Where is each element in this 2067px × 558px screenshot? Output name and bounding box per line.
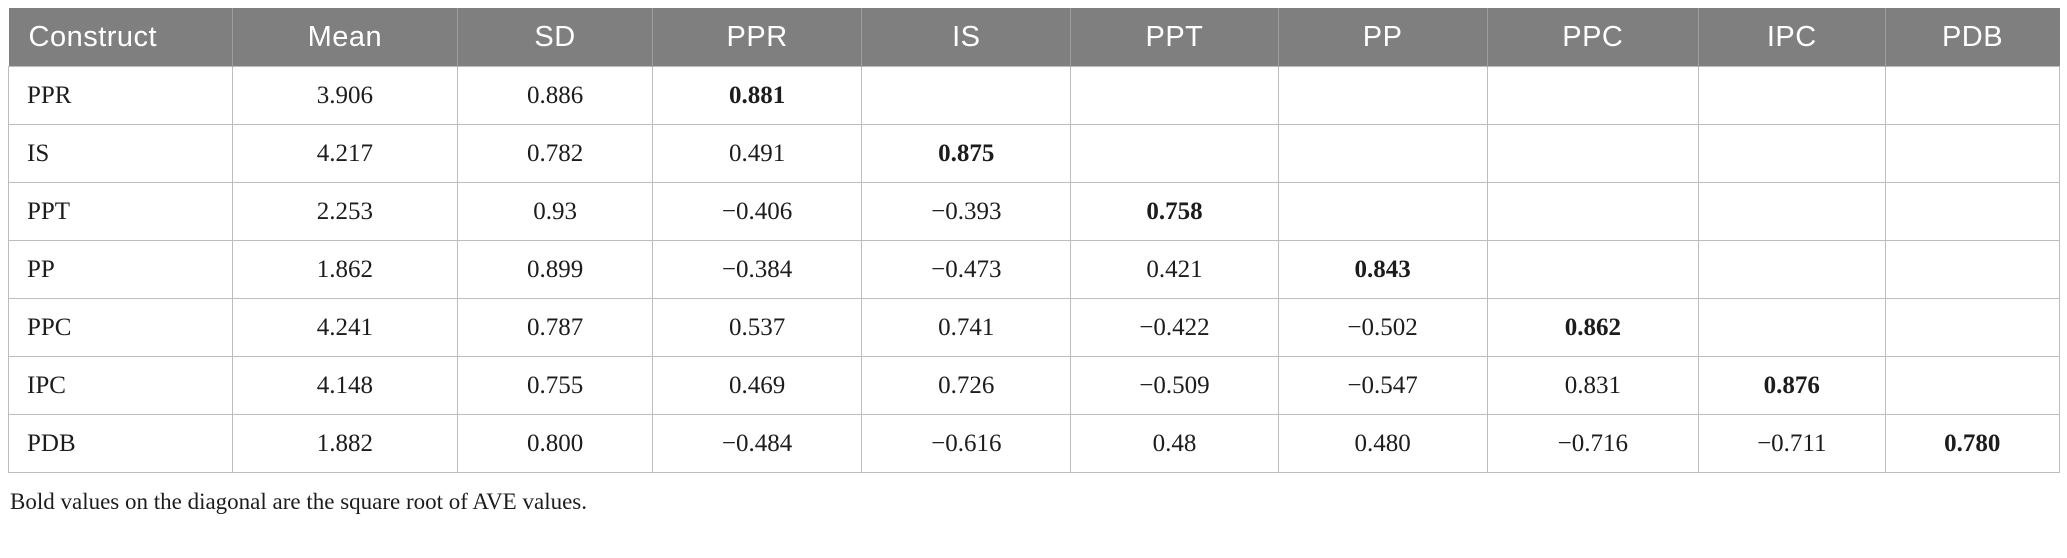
table-cell bbox=[1884, 66, 2061, 125]
table-cell bbox=[861, 66, 1072, 125]
table-cell: 2.253 bbox=[231, 182, 459, 241]
table-cell bbox=[1697, 240, 1886, 299]
table-cell: 0.787 bbox=[457, 298, 653, 357]
table-row: PPR 3.906 0.886 0.881 bbox=[8, 66, 2061, 125]
table-cell: 0.741 bbox=[861, 298, 1072, 357]
table-row: IPC 4.148 0.755 0.469 0.726 −0.509 −0.547 0.831… bbox=[8, 356, 2061, 415]
table-cell: −0.384 bbox=[651, 240, 863, 299]
table-cell: 0.881 bbox=[651, 66, 863, 125]
table-cell: 1.862 bbox=[231, 240, 459, 299]
table-cell bbox=[1486, 124, 1699, 183]
table-cell bbox=[1277, 182, 1488, 241]
column-header-construct: Construct bbox=[8, 8, 233, 67]
table-cell: −0.616 bbox=[861, 414, 1072, 473]
table-cell: −0.406 bbox=[651, 182, 863, 241]
table-cell bbox=[1697, 182, 1886, 241]
table-cell: 4.217 bbox=[231, 124, 459, 183]
table-cell: −0.484 bbox=[651, 414, 863, 473]
table-cell: 0.755 bbox=[457, 356, 653, 415]
table-cell: −0.509 bbox=[1070, 356, 1279, 415]
column-header-pdb: PDB bbox=[1884, 8, 2060, 67]
correlation-table: Construct Mean SD PPR IS PPT PP PPC IPC PDB PPR 3.… bbox=[8, 8, 2061, 473]
table-cell: 0.899 bbox=[457, 240, 653, 299]
table-cell: 1.882 bbox=[231, 414, 459, 473]
row-label: PPR bbox=[8, 66, 233, 125]
table-cell: −0.711 bbox=[1697, 414, 1886, 473]
table-cell: 4.241 bbox=[231, 298, 459, 357]
column-header-ppr: PPR bbox=[651, 8, 863, 67]
table-cell: 0.831 bbox=[1486, 356, 1699, 415]
table-cell: −0.422 bbox=[1070, 298, 1279, 357]
table-footnote: Bold values on the diagonal are the squa… bbox=[10, 489, 587, 514]
table-cell: 0.876 bbox=[1697, 356, 1886, 415]
column-header-ipc: IPC bbox=[1697, 8, 1886, 67]
table-cell bbox=[1884, 240, 2061, 299]
table-cell bbox=[1884, 356, 2061, 415]
table-cell bbox=[1884, 124, 2061, 183]
table-cell: 0.862 bbox=[1486, 298, 1699, 357]
table-row: PPC 4.241 0.787 0.537 0.741 −0.422 −0.502 0.862 bbox=[8, 298, 2061, 357]
column-header-mean: Mean bbox=[231, 8, 459, 67]
row-label: PDB bbox=[8, 414, 233, 473]
table-row: PPT 2.253 0.93 −0.406 −0.393 0.758 bbox=[8, 182, 2061, 241]
table-cell bbox=[1697, 298, 1886, 357]
header-row: Construct Mean SD PPR IS PPT PP PPC IPC PDB bbox=[8, 8, 2060, 67]
table-cell: 0.800 bbox=[457, 414, 653, 473]
row-label: IPC bbox=[8, 356, 233, 415]
row-label: PP bbox=[8, 240, 233, 299]
table-cell bbox=[1070, 66, 1279, 125]
column-header-pp: PP bbox=[1277, 8, 1488, 67]
table-cell: −0.716 bbox=[1486, 414, 1699, 473]
column-header-ppc: PPC bbox=[1486, 8, 1699, 67]
table-cell: −0.502 bbox=[1277, 298, 1488, 357]
table-cell: 0.875 bbox=[861, 124, 1072, 183]
table-body: PPR 3.906 0.886 0.881 IS 4.217 0.782 0.491 0.875… bbox=[8, 66, 2061, 473]
table-row: PDB 1.882 0.800 −0.484 −0.616 0.48 0.480 −0.716… bbox=[8, 414, 2061, 473]
table-cell bbox=[1486, 240, 1699, 299]
table-cell: 0.491 bbox=[651, 124, 863, 183]
table-cell: 0.726 bbox=[861, 356, 1072, 415]
table-cell: −0.547 bbox=[1277, 356, 1488, 415]
table-cell: −0.473 bbox=[861, 240, 1072, 299]
table-cell bbox=[1486, 66, 1699, 125]
table-cell bbox=[1884, 298, 2061, 357]
table-cell bbox=[1884, 182, 2061, 241]
row-label: PPT bbox=[8, 182, 233, 241]
table-cell: 0.780 bbox=[1884, 414, 2061, 473]
table-cell: 0.758 bbox=[1070, 182, 1279, 241]
row-label: PPC bbox=[8, 298, 233, 357]
table-row: PP 1.862 0.899 −0.384 −0.473 0.421 0.843 bbox=[8, 240, 2061, 299]
table-cell: −0.393 bbox=[861, 182, 1072, 241]
table-cell: 4.148 bbox=[231, 356, 459, 415]
table-cell: 0.782 bbox=[457, 124, 653, 183]
table-cell bbox=[1697, 66, 1886, 125]
table-cell: 0.886 bbox=[457, 66, 653, 125]
table-cell: 0.93 bbox=[457, 182, 653, 241]
table-row: IS 4.217 0.782 0.491 0.875 bbox=[8, 124, 2061, 183]
table-cell: 0.421 bbox=[1070, 240, 1279, 299]
table-cell bbox=[1277, 124, 1488, 183]
paper-table-page: Construct Mean SD PPR IS PPT PP PPC IPC PDB PPR 3.… bbox=[8, 8, 2061, 514]
table-cell bbox=[1277, 66, 1488, 125]
column-header-ppt: PPT bbox=[1070, 8, 1279, 67]
table-cell bbox=[1697, 124, 1886, 183]
table-cell: 0.48 bbox=[1070, 414, 1279, 473]
column-header-is: IS bbox=[861, 8, 1072, 67]
table-cell: 0.469 bbox=[651, 356, 863, 415]
table-cell: 0.537 bbox=[651, 298, 863, 357]
table-cell: 0.480 bbox=[1277, 414, 1488, 473]
column-header-sd: SD bbox=[457, 8, 653, 67]
table-cell: 0.843 bbox=[1277, 240, 1488, 299]
table-cell: 3.906 bbox=[231, 66, 459, 125]
table-cell bbox=[1070, 124, 1279, 183]
table-cell bbox=[1486, 182, 1699, 241]
row-label: IS bbox=[8, 124, 233, 183]
